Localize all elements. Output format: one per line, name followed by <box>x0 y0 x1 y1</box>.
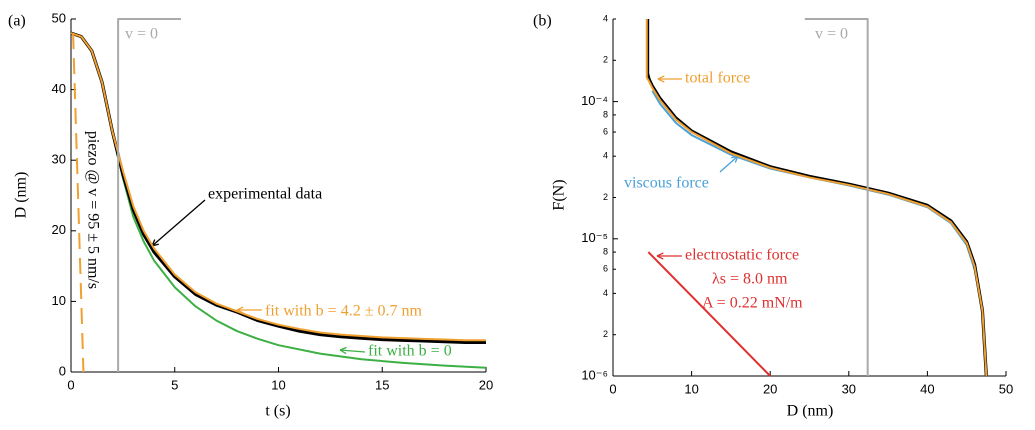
series-line <box>117 18 181 372</box>
y-tick-label: 0 <box>59 363 66 378</box>
arrow-shaft <box>719 155 739 173</box>
arrow-head <box>339 346 347 351</box>
y-tick-label: 8 <box>603 109 608 119</box>
arrow-shaft <box>339 349 366 353</box>
series-label: viscous force <box>624 175 709 192</box>
arrow-head <box>236 309 244 314</box>
y-tick-label: 10⁻⁵ <box>581 230 608 245</box>
y-tick-label: 8 <box>603 246 608 256</box>
y-axis-title: D (nm) <box>13 172 30 219</box>
series-label: total force <box>685 70 750 87</box>
arrow-head <box>657 75 665 80</box>
series-label: v = 0 <box>815 26 848 43</box>
arrow-head <box>656 255 664 260</box>
y-tick-label: 10 <box>52 293 66 308</box>
arrow-head <box>236 306 244 311</box>
arrow-head <box>657 78 665 83</box>
series-line <box>70 32 486 342</box>
y-tick-label: 40 <box>52 81 66 96</box>
series-label: v = 0 <box>125 26 158 43</box>
y-tick-label: 6 <box>603 126 608 136</box>
y-tick-label: 30 <box>52 152 66 167</box>
y-tick-label: 2 <box>603 192 608 202</box>
series-line <box>645 19 988 377</box>
y-tick-label: 6 <box>603 264 608 274</box>
arrow-head <box>656 252 664 257</box>
y-tick-label: 10⁻⁴ <box>581 93 608 108</box>
x-axis-title: t (s) <box>265 403 290 420</box>
x-tick-label: 10 <box>271 377 285 392</box>
y-tick-label: 4 <box>603 13 608 23</box>
y-tick-label: 10⁻⁶ <box>581 367 608 382</box>
y-tick-label: 2 <box>603 329 608 339</box>
arrow-shaft <box>151 199 206 247</box>
series-line <box>647 251 771 377</box>
y-axis-title: F(N) <box>551 179 568 210</box>
y-tick-label: 4 <box>603 288 608 298</box>
panel-label: (b) <box>533 13 552 30</box>
series-label: electrostatic force <box>685 247 799 264</box>
series-label: fit with b = 0 <box>368 343 452 360</box>
series-label: piezo @ v = 95 ± 5 nm/s <box>84 131 101 289</box>
x-tick-label: 50 <box>999 381 1013 396</box>
x-tick-label: 40 <box>920 381 934 396</box>
y-tick-label: 20 <box>52 222 66 237</box>
x-tick-label: 15 <box>375 377 389 392</box>
x-tick-label: 0 <box>67 377 74 392</box>
x-axis-title: D (nm) <box>787 403 834 420</box>
x-tick-label: 20 <box>763 381 777 396</box>
series-label: experimental data <box>208 186 322 203</box>
series-line <box>651 90 988 377</box>
series-label: fit with b = 4.2 ± 0.7 nm <box>265 303 422 320</box>
arrow-head <box>339 349 347 355</box>
arrow-head <box>734 155 739 163</box>
y-tick-label: 4 <box>603 151 608 161</box>
annotation: A = 0.22 mN/m <box>702 295 803 312</box>
series-line <box>804 18 869 376</box>
x-tick-label: 0 <box>609 381 616 396</box>
series-line <box>72 33 85 373</box>
x-tick-label: 20 <box>479 377 493 392</box>
y-tick-label: 50 <box>52 10 66 25</box>
x-tick-label: 5 <box>171 377 178 392</box>
y-tick-label: 2 <box>603 55 608 65</box>
annotation: λs = 8.0 nm <box>712 271 788 288</box>
x-tick-label: 30 <box>842 381 856 396</box>
x-tick-label: 10 <box>684 381 698 396</box>
panel-label: (a) <box>8 13 26 30</box>
